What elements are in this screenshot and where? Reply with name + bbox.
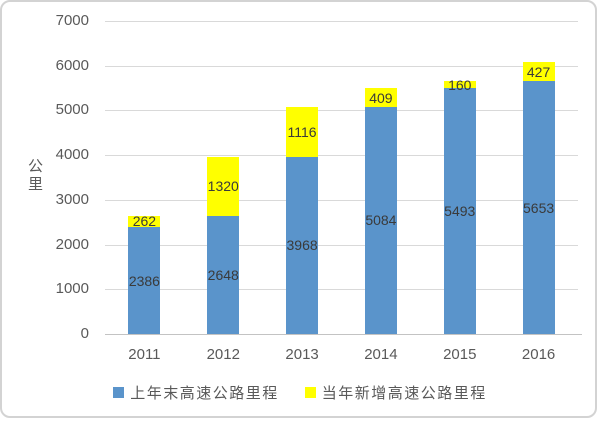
y-tick-label: 2000 [55,235,89,253]
gridline [105,110,578,112]
bar-value-label: 409 [369,89,393,106]
y-tick-label: 4000 [55,146,89,164]
x-tick-label: 2016 [521,346,556,363]
x-tick-label: 2012 [206,346,240,363]
bar-value-label: 2386 [128,272,160,289]
gridline [105,289,578,291]
gridline [105,244,578,246]
legend-swatch-yellow [304,386,316,398]
bar-value-label: 262 [132,213,157,230]
legend-item-new-mileage: 当年新增高速公路里程 [304,382,487,403]
bar-value-label: 2648 [207,266,239,283]
bar-value-label: 160 [448,76,472,93]
bar-segment-base [443,88,476,334]
y-tick-label: 5000 [55,101,89,119]
bar-value-label: 5653 [523,199,555,216]
y-tick-label: 6000 [55,56,89,74]
bar-segment-increment [286,106,319,157]
bar-segment-increment [207,156,240,216]
bar-segment-increment [128,215,161,228]
gridline [105,199,578,201]
bar-segment-base [364,106,397,334]
bar-value-label: 3968 [286,237,318,254]
legend: 上年末高速公路里程 当年新增高速公路里程 [0,382,600,402]
y-axis-title: 公里 [26,158,43,194]
bar-segment-base [286,156,319,334]
bar-value-label: 1320 [207,178,239,195]
y-tick-label: 7000 [55,12,89,29]
x-tick-label: 2011 [128,346,161,363]
bar-value-label: 1116 [287,123,317,140]
bar-segment-base [522,81,555,334]
bar-segment-increment [364,88,397,107]
bar-segment-increment [443,81,476,89]
bar-value-label: 427 [526,63,551,80]
bar-segment-base [207,215,240,334]
legend-label-prev-year-mileage: 上年末高速公路里程 [130,384,279,402]
y-tick-label: 0 [80,325,89,342]
bar-value-label: 5084 [365,212,397,229]
legend-swatch-blue [113,386,125,398]
x-tick-label: 2013 [285,346,319,363]
legend-label-new-mileage: 当年新增高速公路里程 [321,384,487,402]
x-tick-label: 2014 [364,346,398,363]
bar-value-label: 5493 [444,203,476,220]
legend-item-prev-year-mileage: 上年末高速公路里程 [113,382,279,403]
bar-segment-base [128,227,161,334]
y-tick-label: 3000 [55,190,89,208]
x-axis-line [105,334,582,335]
gridline [105,155,578,157]
gridline [105,65,578,67]
bar-segment-increment [522,62,555,82]
gridline [105,21,578,22]
y-tick-label: 1000 [55,280,89,298]
x-tick-label: 2015 [443,346,477,363]
